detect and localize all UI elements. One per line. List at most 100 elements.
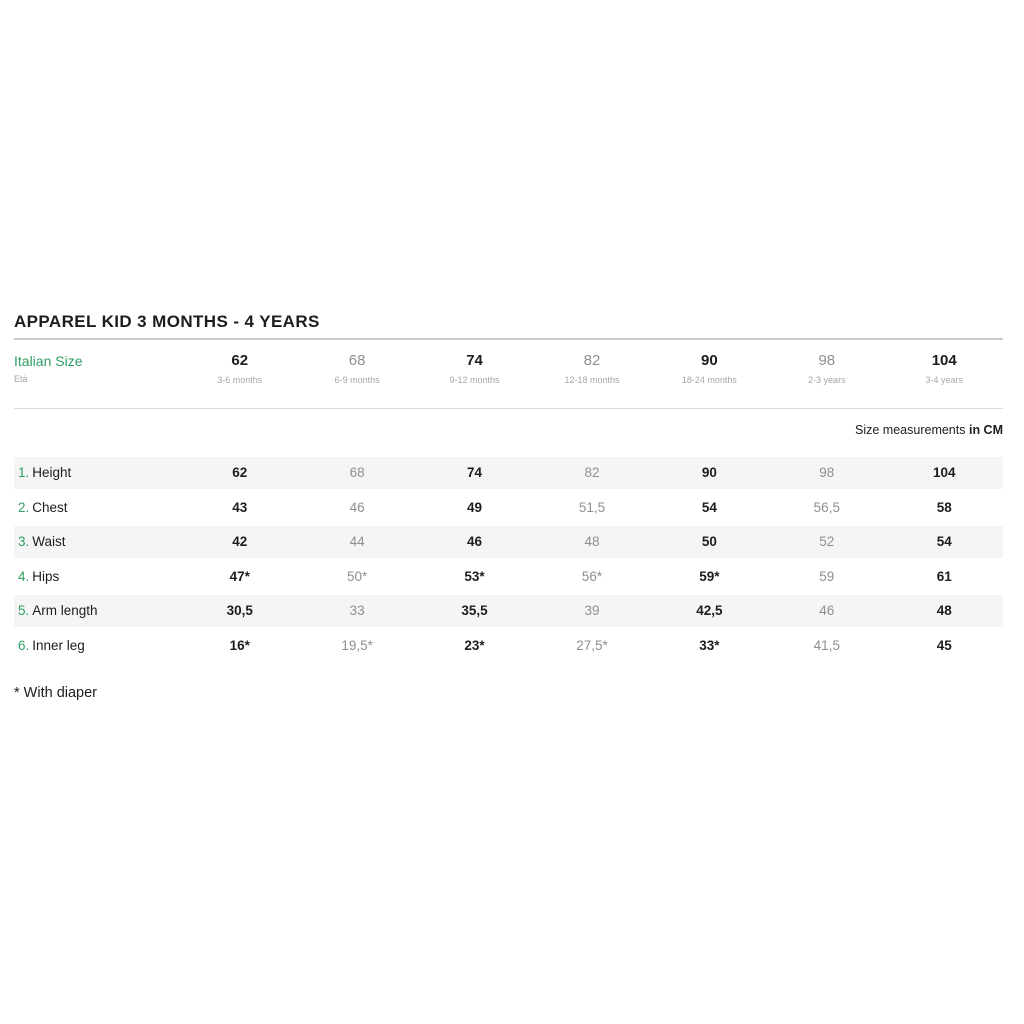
size-chart-section: APPAREL KID 3 MONTHS - 4 YEARS Italian S…	[14, 312, 1003, 701]
size-value: 68	[348, 352, 366, 369]
size-table: 1. Height 62 68 74 82 90 98 104 2. Chest 4…	[14, 457, 1003, 661]
table-cell: 52	[819, 534, 835, 550]
table-cell: 59*	[699, 568, 720, 584]
diaper-footnote: * With diaper	[14, 685, 98, 701]
age-range: 6-9 months	[334, 375, 380, 385]
row-number: 6.	[18, 637, 30, 653]
table-cell: 104	[932, 465, 956, 481]
row-label: 2. Chest	[14, 500, 181, 515]
table-cell: 19,5*	[341, 637, 373, 653]
size-column-98: 98 2-3 years	[768, 352, 885, 386]
table-cell: 45	[936, 637, 952, 653]
age-range: 12-18 months	[564, 375, 620, 385]
table-cell: 50*	[346, 568, 368, 584]
age-range: 2-3 years	[808, 375, 846, 385]
table-cell: 59	[819, 568, 835, 584]
table-row-waist: 3. Waist 42 44 46 48 50 52 54	[14, 526, 1003, 558]
table-cell: 46	[467, 534, 483, 550]
table-cell: 41,5	[813, 637, 840, 653]
table-cell: 48	[584, 534, 600, 550]
table-cell: 56*	[581, 568, 603, 584]
table-cell: 61	[936, 568, 952, 584]
table-cell: 51,5	[578, 499, 606, 515]
table-cell: 49	[467, 499, 483, 515]
table-cell: 82	[584, 465, 600, 481]
table-row-hips: 4. Hips 47* 50* 53* 56* 59* 59 61	[14, 561, 1003, 593]
measurement-note-text: Size measurements	[855, 423, 966, 437]
table-cell: 47*	[229, 568, 250, 584]
age-range: 3-4 years	[925, 375, 963, 385]
table-cell: 98	[819, 465, 835, 481]
table-cell: 68	[349, 465, 365, 481]
size-value: 62	[231, 352, 249, 369]
row-label-text: Arm length	[32, 603, 98, 619]
size-value: 104	[931, 352, 957, 369]
size-value: 82	[583, 352, 601, 369]
size-column-82: 82 12-18 months	[533, 352, 650, 386]
row-label: 4. Hips	[14, 569, 181, 584]
row-number: 5.	[18, 603, 30, 619]
size-column-68: 68 6-9 months	[298, 352, 415, 386]
size-column-90: 90 18-24 months	[651, 352, 768, 386]
size-value: 74	[466, 352, 483, 369]
row-label: 6. Inner leg	[14, 638, 181, 653]
table-cell: 46	[819, 603, 835, 619]
measurement-note-unit: in CM	[968, 423, 1003, 437]
row-number: 4.	[18, 568, 30, 584]
table-cell: 54	[701, 499, 717, 515]
table-cell: 50	[701, 534, 717, 550]
table-cell: 35,5	[461, 603, 488, 619]
page-title: APPAREL KID 3 MONTHS - 4 YEARS	[14, 312, 320, 331]
table-cell: 74	[467, 465, 483, 481]
row-label-text: Chest	[32, 499, 68, 515]
row-number: 1.	[18, 465, 30, 481]
size-header-row: Italian Size Età 62 3-6 months 68 6-9 mo…	[14, 353, 1003, 408]
table-cell: 27,5*	[576, 637, 608, 653]
table-cell: 42	[232, 534, 248, 550]
size-value: 90	[701, 352, 718, 369]
table-cell: 53*	[464, 568, 485, 584]
age-range: 3-6 months	[217, 375, 263, 385]
size-column-104: 104 3-4 years	[886, 352, 1003, 386]
row-label: 5. Arm length	[14, 603, 181, 618]
table-row-chest: 2. Chest 43 46 49 51,5 54 56,5 58	[14, 492, 1003, 524]
table-cell: 16*	[229, 637, 250, 653]
table-cell: 39	[584, 603, 600, 619]
table-cell: 43	[232, 499, 248, 515]
row-number: 3.	[18, 534, 30, 550]
title-divider	[14, 338, 1003, 340]
row-label-text: Inner leg	[32, 637, 85, 653]
row-label-text: Height	[32, 465, 72, 481]
row-label: 3. Waist	[14, 534, 181, 549]
table-cell: 48	[936, 603, 952, 619]
size-column-74: 74 9-12 months	[416, 352, 533, 386]
age-range: 9-12 months	[449, 375, 500, 385]
table-cell: 33*	[699, 637, 720, 653]
size-column-62: 62 3-6 months	[181, 352, 298, 386]
row-number: 2.	[18, 499, 30, 515]
table-cell: 33	[349, 603, 365, 619]
table-cell: 58	[936, 499, 952, 515]
row-label-text: Hips	[32, 568, 60, 584]
italian-size-label: Italian Size	[14, 353, 83, 369]
table-cell: 90	[701, 465, 717, 481]
table-row-height: 1. Height 62 68 74 82 90 98 104	[14, 457, 1003, 489]
header-divider	[14, 408, 1003, 409]
table-cell: 56,5	[813, 499, 840, 515]
table-cell: 54	[936, 534, 952, 550]
measurement-unit-note: Size measurements in CM	[14, 422, 1003, 439]
row-label-text: Waist	[32, 534, 66, 550]
row-label: 1. Height	[14, 465, 181, 480]
table-cell: 23*	[464, 637, 485, 653]
age-range: 18-24 months	[681, 375, 737, 385]
table-cell: 46	[349, 499, 365, 515]
table-cell: 62	[232, 465, 248, 481]
age-label: Età	[14, 374, 28, 384]
size-header-label-cell: Italian Size Età	[14, 353, 181, 384]
table-cell: 44	[349, 534, 365, 550]
table-cell: 30,5	[226, 603, 253, 619]
table-row-inner-leg: 6. Inner leg 16* 19,5* 23* 27,5* 33* 41,5…	[14, 630, 1003, 662]
table-row-arm-length: 5. Arm length 30,5 33 35,5 39 42,5 46 48	[14, 595, 1003, 627]
size-value: 98	[818, 352, 836, 369]
table-cell: 42,5	[696, 603, 723, 619]
